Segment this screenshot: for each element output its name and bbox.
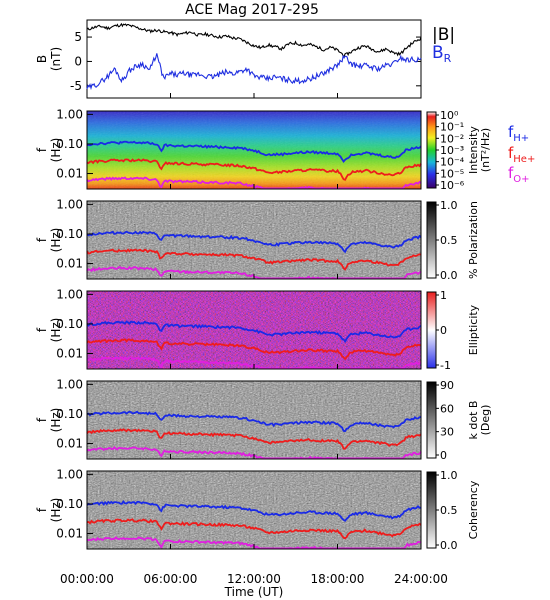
freq-tick-label: 0.01 [56,167,83,181]
field-ylabel-units: (nT) [49,47,63,71]
colorbar-tick-label: 1.0 [440,469,458,482]
gyro-legend-item: fHe+ [508,144,535,165]
freq-tick-label: 0.10 [56,317,83,331]
field-panel-frame [86,19,422,99]
colorbar-intensity [426,111,437,189]
colorbar-label: % Polarization [467,201,480,279]
freq-tick-label: 0.10 [56,407,83,421]
freq-tick-label: 0.10 [56,227,83,241]
colorbar-kdotb [426,381,437,459]
freq-ylabel-units: (Hz) [49,138,63,163]
colorbar-tick-label: 0.0 [440,269,458,282]
fHe-line [86,158,422,181]
panel-kdotb: 1.00 0.10 0.01 f (Hz) 90 60 30 0 k dot B (Deg) [35,377,492,462]
gyro-legend-item: fH+ [508,123,529,144]
gyro-legend-item: fO+ [508,164,530,185]
freq-tick-label: 0.01 [56,257,83,271]
colorbar-tick-label: 10⁻¹ [440,121,464,134]
freq-tick-label: 0.01 [56,437,83,451]
panel-coherency: 1.00 0.10 0.01 f (Hz) 1.0 0.5 0.0 Coherency [35,467,480,552]
freq-ylabel: f [35,327,49,332]
field-ylabel: B [35,55,49,63]
freq-ylabel: f [35,147,49,152]
colorbar-tick-label: 90 [440,379,454,392]
colorbar-tick-label: 0 [440,324,447,337]
freq-tick-label: 0.01 [56,347,83,361]
x-tick-label: 24:00:00 [394,572,448,586]
fHe-line [86,518,422,540]
fH-line [86,410,422,433]
x-tick-label: 00:00:00 [60,572,114,586]
freq-tick-label: 0.10 [56,137,83,151]
colorbar-tick-label: 10⁻² [440,132,464,145]
fH-line [86,320,422,343]
freq-tick-label: 1.00 [56,197,83,211]
colorbar-tick-label: 1.0 [440,199,458,212]
spectrogram-texture [87,111,421,189]
freq-ylabel-units: (Hz) [49,318,63,343]
freq-tick-label: 1.00 [56,377,83,391]
field-ytick-label: -5 [70,79,82,93]
legend-br: BR [432,43,452,65]
chart-title: ACE Mag 2017-295 [185,2,319,18]
colorbar-tick-label: 1 [440,289,447,302]
colorbar-tick-label: 60 [440,402,454,415]
field-ytick-label: 0 [74,54,82,68]
freq-ylabel-units: (Hz) [49,498,63,523]
colorbar-label: (Deg) [479,405,492,436]
x-tick-label: 18:00:00 [311,572,365,586]
panel-polarization: 1.00 0.10 0.01 f (Hz) 1.0 0.5 0.0 % Polarization [35,197,480,282]
fHe-line [86,338,422,361]
field-ytick-label: 5 [74,30,82,44]
colorbar-label: Ellipticity [467,304,480,355]
colorbar-tick-label: 0.5 [440,504,458,517]
panel-intensity: 1.00 0.10 0.01 f (Hz) 10⁰10⁻¹10⁻²10⁻³10⁻⁴10⁻⁵… [35,107,535,192]
freq-ylabel: f [35,237,49,242]
legend-bmag: |B| [432,25,455,45]
colorbar-label: k dot B [467,401,480,440]
bmag-series-line [86,22,422,57]
freq-ylabel-units: (Hz) [49,228,63,253]
colorbar-tick-label: 0.5 [440,234,458,247]
fHe-line [86,428,422,450]
br-series-line [86,53,422,91]
fH-line [86,140,422,163]
colorbar-label: (nT²/Hz) [479,128,492,172]
colorbar-label: Coherency [467,480,480,539]
colorbar-tick-label: 10⁰ [440,109,459,122]
colorbar-coherency [426,471,437,549]
freq-ylabel: f [35,507,49,512]
freq-tick-label: 0.01 [56,527,83,541]
freq-tick-label: 1.00 [56,467,83,481]
x-tick-label: 06:00:00 [144,572,198,586]
x-tick-label: 12:00:00 [227,572,281,586]
colorbar-tick-label: 10⁻³ [440,144,464,157]
fH-line [86,500,422,522]
colorbar-tick-label: 10⁻⁵ [440,167,464,180]
freq-tick-label: 1.00 [56,287,83,301]
colorbar-tick-label: 0 [440,449,447,462]
x-axis: 00:00:00 06:00:00 12:00:00 18:00:00 24:00:00 [60,93,448,586]
field-panel: 5 0 -5 B (nT) |B| BR [35,19,455,99]
colorbar-polarization [426,201,437,279]
freq-ylabel: f [35,417,49,422]
colorbar-tick-label: 30 [440,426,454,439]
panel-ellipticity: 1.00 0.10 0.01 f (Hz) 1 0 -1 Ellipticity [35,287,480,372]
fH-line [86,230,422,254]
field-ylabel-top: B [35,55,49,63]
freq-tick-label: 1.00 [56,107,83,121]
colorbar-tick-label: -1 [440,359,451,372]
colorbar-ellipticity [426,291,437,369]
x-axis-label: Time (UT) [224,585,284,599]
colorbar-tick-label: 10⁻⁴ [440,156,465,169]
colorbar-label: Intensity [467,126,480,174]
colorbar-tick-label: 0.0 [440,539,458,552]
freq-tick-label: 0.10 [56,497,83,511]
freq-ylabel-units: (Hz) [49,408,63,433]
colorbar-tick-label: 10⁻⁶ [440,179,465,192]
fHe-line [86,248,422,271]
